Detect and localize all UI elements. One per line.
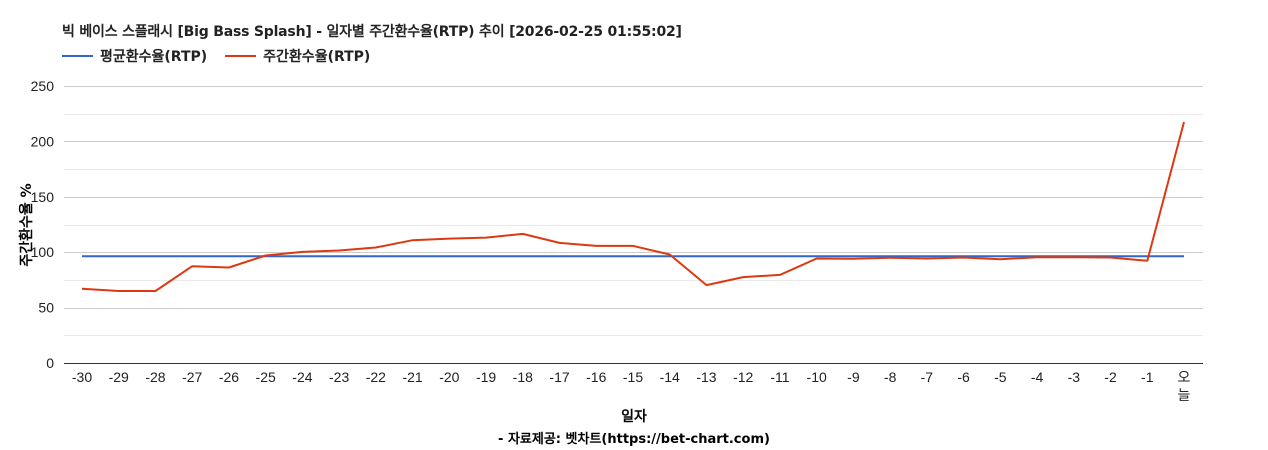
x-tick-label: -17: [549, 369, 569, 385]
y-axis-ticks: 0 50 100 150 200 250: [31, 78, 55, 371]
x-tick-label: -28: [145, 369, 165, 385]
x-tick-label: -3: [1068, 369, 1081, 385]
legend: 평균환수율(RTP) 주간환수율(RTP): [62, 46, 388, 66]
x-tick-label: -9: [847, 369, 860, 385]
x-tick-label: -16: [586, 369, 606, 385]
x-tick-label: -19: [476, 369, 496, 385]
x-tick-label: -10: [807, 369, 827, 385]
x-tick-label: -21: [402, 369, 422, 385]
data-source-credit: - 자료제공: 벳차트(https://bet-chart.com): [498, 432, 770, 447]
x-tick-label: -22: [366, 369, 386, 385]
legend-item-weekly[interactable]: 주간환수율(RTP): [225, 46, 370, 66]
x-tick-label: -1: [1141, 369, 1154, 385]
legend-label-weekly: 주간환수율(RTP): [263, 49, 371, 65]
x-tick-label: -30: [72, 369, 92, 385]
x-axis-ticks: -30 -29 -28 -27 -26 -25 -24 -23 -22 -21 -20 -19 -18-…: [72, 369, 1191, 403]
legend-swatch-average: [62, 55, 93, 57]
x-tick-label: -24: [292, 369, 312, 385]
gridlines: [64, 86, 1203, 336]
y-tick-label: 0: [46, 355, 54, 371]
series-lines: [81, 121, 1185, 292]
weekly-rtp-line[interactable]: [81, 121, 1185, 292]
y-tick-label: 100: [31, 244, 55, 260]
x-tick-label: -2: [1104, 369, 1117, 385]
x-tick-label: -4: [1031, 369, 1044, 385]
x-axis-title: 일자: [621, 409, 647, 425]
x-tick-label: -12: [733, 369, 753, 385]
x-tick-label: -23: [329, 369, 349, 385]
y-tick-label: 200: [31, 133, 55, 149]
x-tick-label: -7: [921, 369, 934, 385]
x-tick-label: -8: [884, 369, 897, 385]
x-tick-label: -5: [994, 369, 1007, 385]
x-tick-label: -14: [660, 369, 680, 385]
x-tick-label: -6: [957, 369, 970, 385]
chart-title: 빅 베이스 스플래시 [Big Bass Splash] - 일자별 주간환수율…: [62, 24, 682, 40]
x-tick-label: -11: [770, 369, 789, 385]
x-tick-label: -26: [219, 369, 239, 385]
x-tick-label: -15: [623, 369, 643, 385]
x-tick-label: -25: [256, 369, 276, 385]
y-axis-title: 주간환수율 %: [19, 183, 35, 267]
legend-label-average: 평균환수율(RTP): [100, 49, 208, 65]
legend-item-average[interactable]: 평균환수율(RTP): [62, 46, 207, 66]
x-tick-label: -27: [182, 369, 202, 385]
x-tick-label: -13: [696, 369, 716, 385]
y-tick-label: 250: [31, 78, 55, 94]
legend-swatch-weekly: [225, 55, 257, 57]
x-tick-label: -18: [513, 369, 533, 385]
x-tick-label: -29: [109, 369, 129, 385]
y-tick-label: 50: [38, 300, 54, 316]
y-tick-label: 150: [31, 189, 55, 205]
x-tick-label: -20: [439, 369, 459, 385]
